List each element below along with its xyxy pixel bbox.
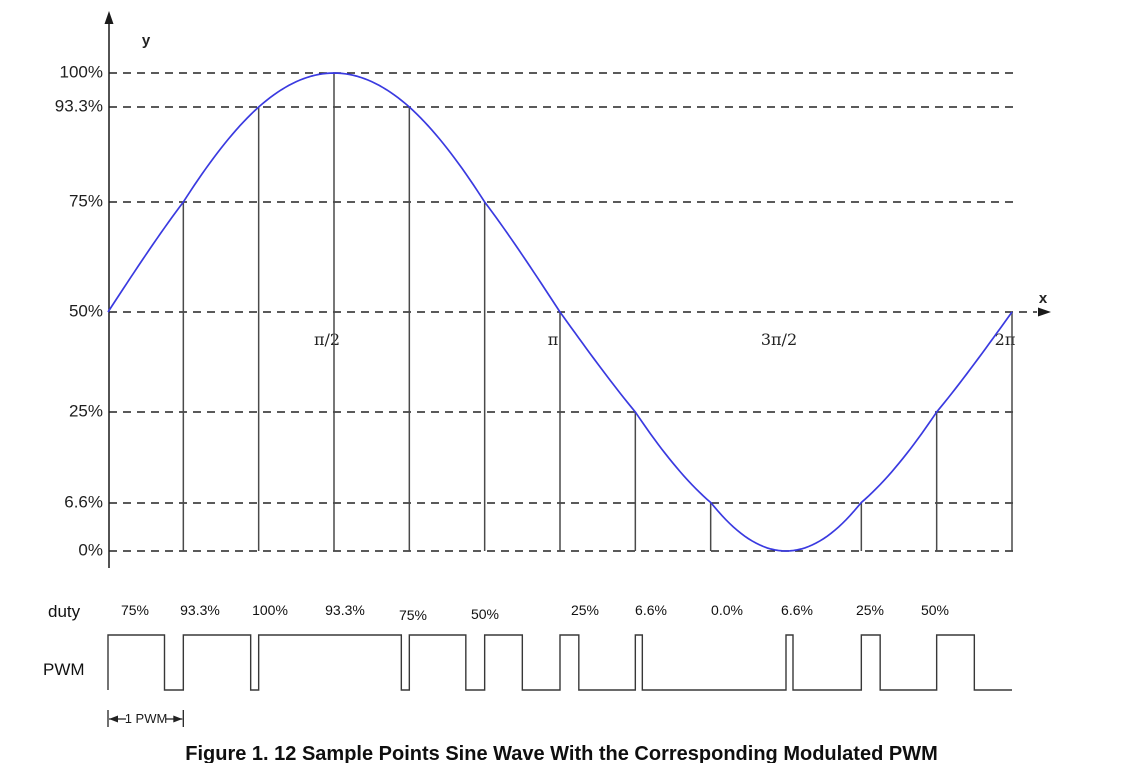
pwm-waveform [107, 634, 1012, 691]
duty-value-label: 50% [921, 602, 949, 618]
x-tick-label: 2π [995, 330, 1016, 349]
pwm-marker-right-arrow [173, 715, 183, 723]
y-tick-label: 93.3% [55, 97, 103, 116]
duty-value-label: 75% [399, 607, 427, 623]
duty-value-label: 6.6% [781, 602, 813, 618]
y-tick-label: 0% [78, 541, 103, 560]
duty-value-label: 93.3% [325, 602, 365, 618]
duty-value-label: 50% [471, 606, 499, 622]
sine-curve [107, 72, 1013, 552]
x-tick-label: π [548, 330, 559, 349]
pwm-marker-left-arrow [109, 715, 118, 723]
x-axis-arrow [1038, 307, 1051, 317]
duty-row-label: duty [48, 602, 81, 621]
duty-value-label: 75% [121, 602, 149, 618]
duty-value-label: 25% [856, 602, 884, 618]
y-tick-label: 25% [69, 402, 103, 421]
figure-caption: Figure 1. 12 Sample Points Sine Wave Wit… [185, 743, 938, 763]
y-tick-label: 100% [60, 63, 103, 82]
x-axis-label: x [1039, 290, 1048, 307]
duty-value-label: 0.0% [711, 602, 743, 618]
pwm-period-marker-label: 1 PWM [125, 711, 168, 726]
x-tick-label: 3π/2 [761, 330, 797, 349]
y-tick-label: 50% [69, 302, 103, 321]
y-axis-label: y [142, 32, 151, 49]
y-tick-label: 75% [69, 192, 103, 211]
pwm-row-label: PWM [43, 660, 85, 679]
duty-value-label: 25% [571, 602, 599, 618]
x-tick-label: π/2 [314, 330, 340, 349]
duty-value-label: 6.6% [635, 602, 667, 618]
generated-chart-layer: 100% 93.3% 75% 50% 25% 6.6% 0% π/2 π 3π/2 2π 75% 93.… [55, 11, 1051, 727]
y-axis-arrow [104, 11, 114, 24]
duty-value-label: 93.3% [180, 602, 220, 618]
y-tick-label: 6.6% [64, 493, 103, 512]
duty-value-label: 100% [252, 602, 288, 618]
